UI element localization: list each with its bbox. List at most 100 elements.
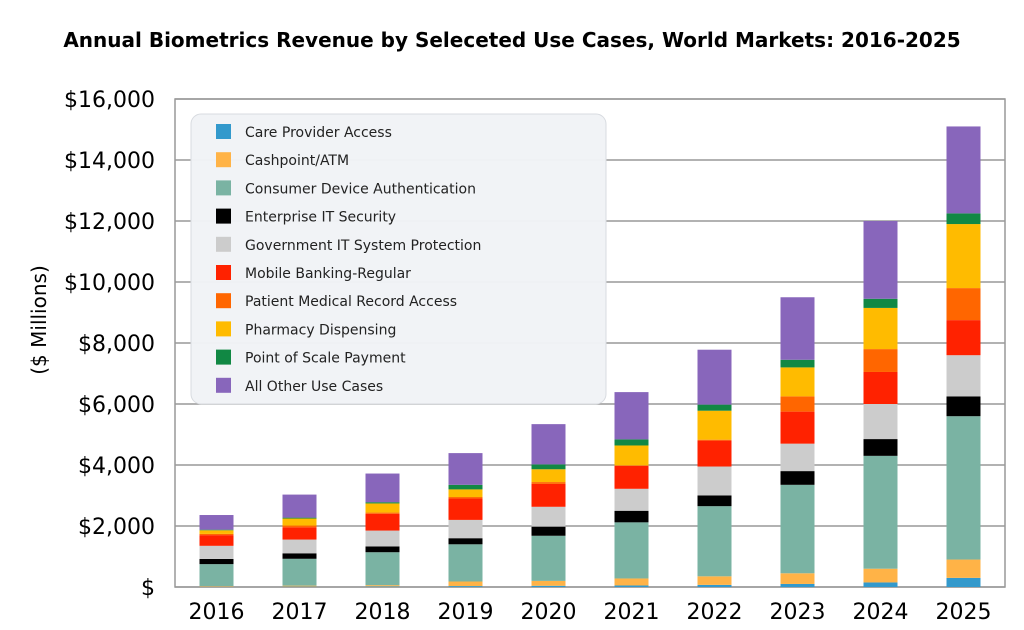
bar-segment	[448, 498, 483, 520]
bar-segment	[199, 586, 234, 587]
bar-segment	[282, 527, 317, 540]
bar-segment	[780, 583, 815, 587]
bar-segment	[365, 502, 400, 504]
legend-label: Mobile Banking-Regular	[245, 266, 411, 282]
x-tick-label: 2025	[936, 600, 992, 625]
bar-segment	[946, 126, 981, 214]
bar-segment	[946, 224, 981, 289]
legend-label: Cashpoint/ATM	[245, 153, 349, 169]
bar-segment	[614, 522, 649, 579]
bar-segment	[199, 535, 234, 546]
bar-segment	[199, 515, 234, 530]
bar-segment	[282, 517, 317, 519]
legend-label: Patient Medical Record Access	[245, 294, 457, 310]
y-tick-label: $4,000	[78, 454, 155, 479]
bar-segment	[614, 578, 649, 586]
legend-box	[190, 113, 607, 405]
bar-segment	[199, 545, 234, 559]
bar-segment	[780, 443, 815, 472]
bar-segment	[780, 484, 815, 574]
bars-layer	[199, 126, 981, 587]
bar-segment	[365, 513, 400, 531]
x-tick-label: 2020	[521, 600, 577, 625]
bar-segment	[365, 552, 400, 586]
bar-segment	[282, 518, 317, 526]
legend-label: Government IT System Protection	[245, 238, 481, 254]
bar-segment	[531, 482, 566, 484]
bar-segment	[282, 494, 317, 518]
bar-segment	[863, 298, 898, 308]
y-tick-label: $14,000	[64, 149, 155, 174]
bar-segment	[697, 466, 732, 496]
legend-swatch	[216, 208, 231, 224]
bar-segment	[199, 533, 234, 536]
legend: Care Provider Access Cashpoint/ATM Consume…	[190, 113, 607, 405]
bar-segment	[448, 544, 483, 582]
bar-segment	[531, 526, 566, 536]
chart-title: Annual Biometrics Revenue by Seleceted U…	[63, 28, 961, 52]
x-tick-label: 2018	[355, 600, 411, 625]
legend-swatch	[216, 265, 231, 280]
bar-segment	[863, 221, 898, 299]
bar-segment	[614, 465, 649, 466]
bar-segment	[282, 525, 317, 528]
legend-swatch	[216, 236, 231, 252]
bar-segment	[863, 349, 898, 372]
bar-segment	[531, 424, 566, 465]
bar-segment	[365, 503, 400, 513]
bar-segment	[531, 464, 566, 470]
bar-segment	[697, 584, 732, 587]
bar-segment	[946, 416, 981, 560]
x-tick-label: 2016	[189, 600, 245, 625]
bar-segment	[448, 489, 483, 498]
bar-segment	[531, 585, 566, 587]
bar-segment	[448, 484, 483, 490]
bar-segment	[946, 396, 981, 417]
bar-segment	[199, 529, 234, 531]
bar-segment	[282, 553, 317, 559]
bar-segment	[365, 473, 400, 503]
bar-segment	[531, 535, 566, 581]
bar-segment	[531, 469, 566, 483]
bar-segment	[614, 488, 649, 511]
legend-label: Pharmacy Dispensing	[245, 322, 396, 338]
bar-segment	[199, 564, 234, 587]
bar-segment	[946, 320, 981, 356]
bar-segment	[863, 404, 898, 440]
bar-segment	[448, 581, 483, 587]
bar-segment	[863, 439, 898, 456]
bar-segment	[946, 288, 981, 321]
bar-segment	[614, 510, 649, 523]
bar-segment	[448, 538, 483, 545]
y-tick-label: $16,000	[64, 88, 155, 113]
bar-segment	[531, 483, 566, 507]
bar-segment	[697, 410, 732, 440]
bar-segment	[780, 573, 815, 584]
bar-segment	[697, 349, 732, 405]
bar-segment	[365, 586, 400, 587]
x-tick-label: 2024	[853, 600, 909, 625]
bar-segment	[780, 471, 815, 485]
y-tick-label: $2,000	[78, 515, 155, 540]
legend-label: Enterprise IT Security	[245, 210, 396, 226]
bar-segment	[780, 411, 815, 444]
legend-label: All Other Use Cases	[245, 379, 383, 395]
bar-segment	[614, 439, 649, 446]
bar-segment	[448, 519, 483, 539]
x-tick-label: 2019	[438, 600, 494, 625]
bar-segment	[697, 404, 732, 411]
bar-segment	[863, 371, 898, 404]
bar-segment	[531, 506, 566, 527]
bar-segment	[282, 558, 317, 586]
x-tick-label: 2021	[604, 600, 660, 625]
bar-segment	[863, 455, 898, 569]
y-axis-label: ($ Millions)	[27, 265, 51, 375]
legend-label: Consumer Device Authentication	[245, 181, 476, 197]
y-tick-label: $8,000	[78, 332, 155, 357]
legend-swatch	[216, 180, 231, 196]
y-tick-label: $12,000	[64, 210, 155, 235]
bar-segment	[946, 559, 981, 578]
axis-layer: $ $2,000 $4,000 $6,000 $8,000 $10,000 $12,000 $…	[64, 88, 991, 625]
legend-label: Point of Scale Payment	[245, 351, 406, 367]
